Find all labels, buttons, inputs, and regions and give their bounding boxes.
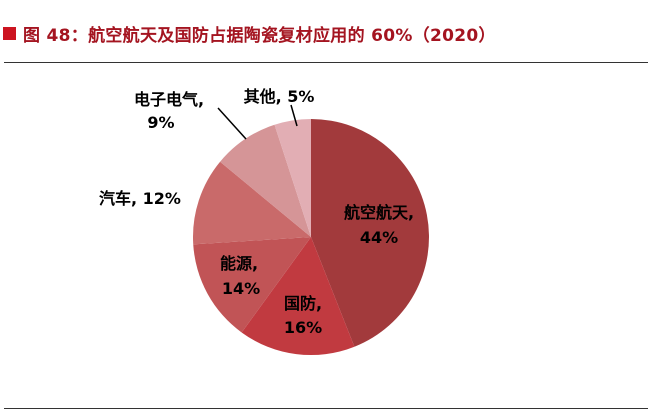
- pie-label-energy-line1: 能源,: [220, 254, 258, 273]
- pie-slices: [192, 119, 429, 355]
- footer-divider: [4, 408, 648, 409]
- title-marker-square: [3, 27, 16, 40]
- pie-label-aerospace-line1: 航空航天,: [344, 203, 414, 222]
- leader-line-electronics: [217, 107, 247, 140]
- pie-label-others: 其他, 5%: [244, 87, 315, 106]
- pie-label-energy-line2: 14%: [222, 279, 260, 298]
- pie-label-electronics-line2: 9%: [147, 113, 174, 132]
- pie-slice-automotive: [192, 161, 311, 245]
- leader-line-others: [290, 104, 298, 127]
- pie-label-defense-line2: 16%: [284, 318, 322, 337]
- pie-slice-others: [274, 119, 311, 237]
- pie-label-aerospace-line2: 44%: [360, 228, 398, 247]
- pie-slice-electronics: [220, 124, 311, 237]
- pie-slice-energy: [193, 237, 311, 333]
- pie-label-automotive: 汽车, 12%: [99, 189, 181, 208]
- pie-label-electronics-line1: 电子电气,: [134, 90, 204, 109]
- figure-header: 图 48：航空航天及国防占据陶瓷复材应用的 60%（2020）: [3, 21, 496, 46]
- header-divider: [4, 62, 648, 63]
- pie-slice-defense: [241, 237, 355, 355]
- figure-title: 图 48：航空航天及国防占据陶瓷复材应用的 60%（2020）: [23, 26, 496, 46]
- pie-label-defense-line1: 国防,: [284, 294, 322, 313]
- pie-slice-aerospace: [311, 119, 429, 347]
